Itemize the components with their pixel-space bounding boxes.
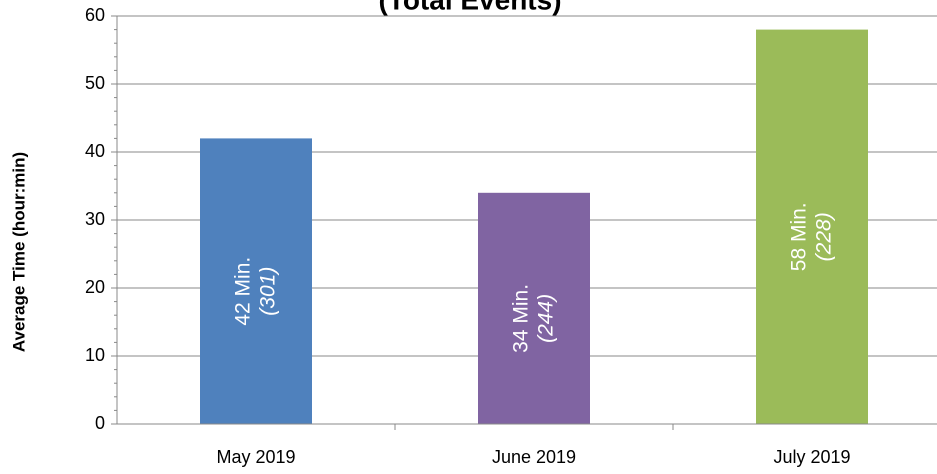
y-tick-label: 0 — [95, 413, 105, 433]
y-tick-label: 10 — [85, 345, 105, 365]
bar — [756, 29, 868, 424]
y-tick-label: 40 — [85, 141, 105, 161]
y-tick-label: 20 — [85, 277, 105, 297]
bar-label: 42 Min. (301) — [232, 257, 280, 326]
y-tick-label: 50 — [85, 73, 105, 93]
event-label: (244) — [535, 294, 558, 343]
value-label: 34 Min. — [510, 284, 533, 353]
bar-label: 58 Min. (228) — [788, 202, 836, 271]
event-label: (228) — [813, 212, 836, 261]
x-tick-label: May 2019 — [216, 447, 295, 467]
value-label: 42 Min. — [232, 257, 255, 326]
value-label: 58 Min. — [788, 202, 811, 271]
y-axis-label: Average Time (hour:min) — [9, 152, 28, 352]
bar — [478, 192, 590, 424]
event-label: (301) — [257, 267, 280, 316]
y-tick-label: 30 — [85, 209, 105, 229]
chart-title: (Total Events) — [378, 0, 561, 15]
bar — [200, 138, 312, 424]
x-tick-label: June 2019 — [492, 447, 576, 467]
bar-label: 34 Min. (244) — [510, 284, 558, 353]
x-tick-label: July 2019 — [773, 447, 850, 467]
y-tick-label: 60 — [85, 5, 105, 25]
